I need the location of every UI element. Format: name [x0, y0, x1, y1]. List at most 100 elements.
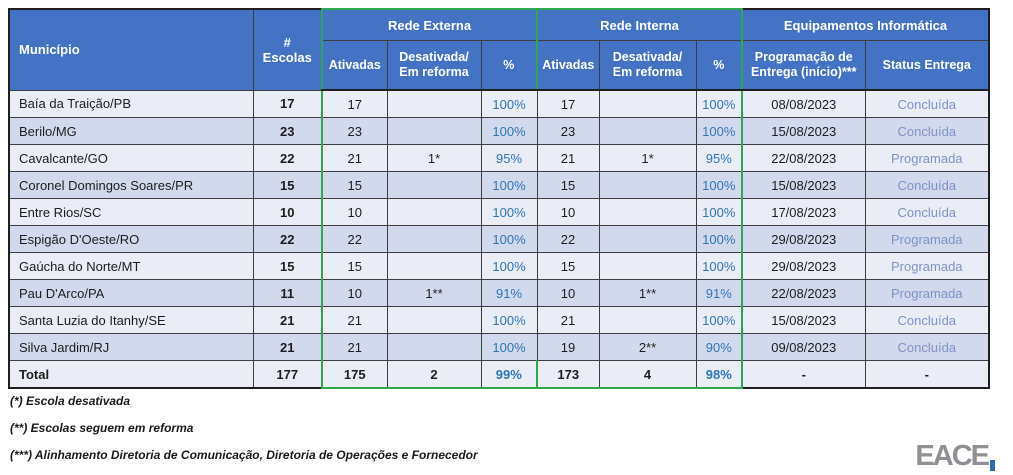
table-row: Silva Jardim/RJ 21 21 100% 19 2** 90% 09/08/202…: [8, 333, 990, 361]
cell-rede-interna-desativada: 2**: [598, 333, 697, 361]
cell-status-entrega: Concluída: [864, 89, 990, 118]
footnote-2: (**) Escolas seguem em reforma: [10, 421, 194, 435]
cell-rede-interna-ativadas: 21: [536, 306, 600, 334]
cell-escolas: 11: [252, 279, 323, 307]
cell-rede-externa-pct: 100%: [480, 117, 538, 145]
cell-rede-externa-desativada: [386, 225, 482, 253]
cell-rede-interna-ativadas: 21: [536, 144, 600, 172]
cell-rede-externa-pct: 100%: [480, 306, 538, 334]
cell-rede-interna-pct: 100%: [695, 117, 744, 145]
cell-rede-externa-desativada: [386, 333, 482, 361]
cell-rede-interna-pct: 100%: [695, 225, 744, 253]
cell-rede-externa-pct: 100%: [480, 333, 538, 361]
cell-programacao: 08/08/2023: [741, 89, 866, 118]
cell-rede-interna-ativadas: 173: [536, 360, 600, 389]
cell-municipio: Baía da Traição/PB: [8, 89, 254, 118]
table-body: Baía da Traição/PB 17 17 100% 17 100% 08/08/20…: [8, 89, 990, 389]
header-group-row: Município # Escolas Rede Externa Rede In…: [8, 8, 990, 91]
header-programacao: Programação de Entrega (início)***: [741, 40, 866, 91]
cell-rede-externa-ativadas: 21: [321, 306, 388, 334]
cell-programacao: 29/08/2023: [741, 225, 866, 253]
cell-rede-externa-ativadas: 22: [321, 225, 388, 253]
cell-rede-externa-desativada: 1**: [386, 279, 482, 307]
table-row: Entre Rios/SC 10 10 100% 10 100% 17/08/2023 Con…: [8, 198, 990, 226]
cell-status-entrega: Programada: [864, 144, 990, 172]
cell-status-entrega: Concluída: [864, 117, 990, 145]
cell-rede-externa-ativadas: 10: [321, 279, 388, 307]
cell-programacao: 17/08/2023: [741, 198, 866, 226]
header-rede-externa-ativadas: Ativadas: [321, 40, 388, 91]
cell-rede-interna-pct: 90%: [695, 333, 744, 361]
cell-escolas: 177: [252, 360, 323, 389]
cell-rede-interna-pct: 98%: [695, 360, 744, 389]
cell-programacao: 22/08/2023: [741, 279, 866, 307]
cell-rede-externa-pct: 95%: [480, 144, 538, 172]
cell-escolas: 22: [252, 225, 323, 253]
cell-escolas: 22: [252, 144, 323, 172]
cell-rede-externa-desativada: 2: [386, 360, 482, 389]
cell-rede-interna-ativadas: 10: [536, 279, 600, 307]
cell-rede-externa-desativada: [386, 89, 482, 118]
cell-programacao: -: [741, 360, 866, 389]
cell-rede-externa-desativada: [386, 171, 482, 199]
cell-municipio: Santa Luzia do Itanhy/SE: [8, 306, 254, 334]
cell-rede-externa-desativada: [386, 252, 482, 280]
cell-status-entrega: Concluída: [864, 171, 990, 199]
cell-rede-interna-ativadas: 15: [536, 252, 600, 280]
cell-rede-externa-desativada: [386, 117, 482, 145]
cell-rede-interna-pct: 95%: [695, 144, 744, 172]
cell-rede-interna-desativada: [598, 198, 697, 226]
header-rede-interna-desativada: Desativada/ Em reforma: [598, 40, 697, 91]
header-rede-interna-pct: %: [695, 40, 744, 91]
cell-rede-interna-ativadas: 17: [536, 89, 600, 118]
eace-logo: EACE: [915, 442, 995, 471]
header-rede-externa-desativada: Desativada/ Em reforma: [386, 40, 482, 91]
cell-rede-externa-pct: 100%: [480, 171, 538, 199]
cell-status-entrega: -: [864, 360, 990, 389]
header-municipio: Município: [8, 8, 254, 91]
cell-escolas: 17: [252, 89, 323, 118]
cell-rede-interna-desativada: [598, 252, 697, 280]
table-header: Município # Escolas Rede Externa Rede In…: [8, 8, 990, 91]
cell-programacao: 15/08/2023: [741, 306, 866, 334]
cell-rede-externa-desativada: 1*: [386, 144, 482, 172]
cell-rede-externa-ativadas: 21: [321, 144, 388, 172]
cell-rede-externa-ativadas: 17: [321, 89, 388, 118]
cell-rede-interna-ativadas: 19: [536, 333, 600, 361]
cell-rede-interna-desativada: [598, 117, 697, 145]
cell-rede-externa-desativada: [386, 306, 482, 334]
table-row: Gaúcha do Norte/MT 15 15 100% 15 100% 29/08/20…: [8, 252, 990, 280]
cell-rede-interna-ativadas: 22: [536, 225, 600, 253]
cell-rede-interna-pct: 100%: [695, 306, 744, 334]
header-escolas: # Escolas: [252, 8, 323, 91]
cell-status-entrega: Programada: [864, 252, 990, 280]
table-row: Santa Luzia do Itanhy/SE 21 21 100% 21 100% 15…: [8, 306, 990, 334]
cell-municipio: Cavalcante/GO: [8, 144, 254, 172]
header-rede-externa-pct: %: [480, 40, 538, 91]
cell-status-entrega: Concluída: [864, 333, 990, 361]
cell-programacao: 09/08/2023: [741, 333, 866, 361]
cell-rede-interna-desativada: [598, 225, 697, 253]
cell-rede-externa-ativadas: 15: [321, 252, 388, 280]
cell-rede-interna-pct: 100%: [695, 198, 744, 226]
cell-rede-externa-pct: 99%: [480, 360, 538, 389]
cell-municipio: Espigão D'Oeste/RO: [8, 225, 254, 253]
cell-rede-externa-desativada: [386, 198, 482, 226]
municipios-table: Município # Escolas Rede Externa Rede In…: [8, 8, 991, 389]
cell-rede-interna-desativada: [598, 306, 697, 334]
cell-status-entrega: Concluída: [864, 306, 990, 334]
header-group-equipamentos: Equipamentos Informática: [741, 8, 990, 41]
header-rede-interna-ativadas: Ativadas: [536, 40, 600, 91]
table-row: Pau D'Arco/PA 11 10 1** 91% 10 1** 91% 22/08/202…: [8, 279, 990, 307]
eace-logo-blue-mark: [990, 460, 995, 471]
cell-rede-interna-ativadas: 15: [536, 171, 600, 199]
cell-status-entrega: Concluída: [864, 198, 990, 226]
cell-rede-interna-pct: 100%: [695, 171, 744, 199]
footnotes: (*) Escola desativada (**) Escolas segue…: [10, 394, 478, 475]
table-row: Baía da Traição/PB 17 17 100% 17 100% 08/08/20…: [8, 89, 990, 118]
footnote-1: (*) Escola desativada: [10, 394, 131, 408]
cell-rede-interna-desativada: 1**: [598, 279, 697, 307]
cell-rede-interna-pct: 91%: [695, 279, 744, 307]
cell-programacao: 15/08/2023: [741, 171, 866, 199]
